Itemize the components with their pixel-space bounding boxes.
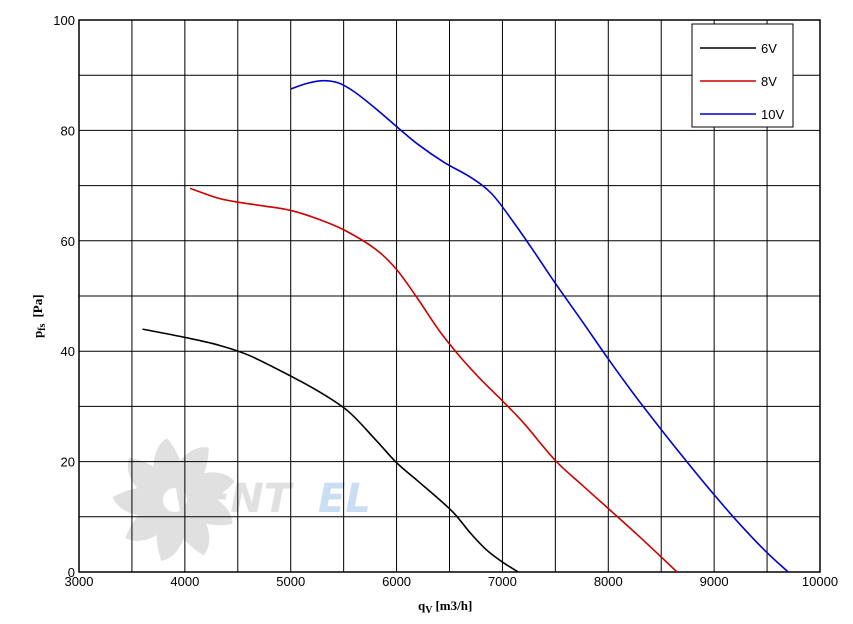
- y-axis-label-sub: fs: [37, 323, 48, 330]
- legend-label-10V: 10V: [761, 107, 784, 122]
- x-axis-label-sub: V: [425, 605, 433, 616]
- y-axis-label-main: p: [30, 331, 45, 338]
- x-tick-label: 6000: [382, 574, 411, 589]
- series-line-8V: [189, 187, 678, 573]
- fan-blade: [127, 457, 175, 511]
- y-tick-label: 100: [53, 13, 75, 28]
- watermark-text-2: EL: [318, 476, 371, 522]
- x-tick-label: 3000: [65, 574, 94, 589]
- legend-label-8V: 8V: [761, 74, 777, 89]
- fan-icon: [112, 438, 235, 561]
- y-tick-label: 20: [61, 455, 75, 470]
- tick-labels: 3000 4000 5000 6000 7000 8000 9000 10000 0 20 40 60…: [53, 13, 838, 589]
- y-tick-label: 80: [61, 123, 75, 138]
- fan-hub: [163, 488, 187, 512]
- x-axis-label-unit: [m3/h]: [435, 598, 472, 613]
- y-tick-label: 40: [61, 344, 75, 359]
- legend-box: [691, 23, 794, 128]
- x-tick-label: 4000: [170, 574, 199, 589]
- x-tick-label: 7000: [488, 574, 517, 589]
- x-tick-label: 5000: [276, 574, 305, 589]
- series-line-6V: [142, 328, 519, 573]
- plot-frame: [78, 19, 821, 573]
- y-axis-label: pfs [Pa]: [30, 294, 48, 338]
- x-tick-label: 9000: [700, 574, 729, 589]
- y-axis-label-unit: [Pa]: [30, 294, 45, 317]
- watermark: VENT EL: [112, 438, 371, 561]
- y-tick-label: 60: [61, 234, 75, 249]
- x-tick-label: 10000: [802, 574, 838, 589]
- watermark-text-1: VENT: [172, 476, 294, 522]
- y-tick-label: 0: [68, 565, 75, 580]
- series-line-10V: [290, 79, 789, 573]
- x-axis-label-main: q: [418, 598, 426, 613]
- legend-label-6V: 6V: [761, 41, 777, 56]
- series-layer: [142, 79, 789, 573]
- x-tick-label: 8000: [594, 574, 623, 589]
- x-axis-label: qV [m3/h]: [418, 598, 472, 616]
- legend: 6V 8V 10V: [691, 23, 794, 128]
